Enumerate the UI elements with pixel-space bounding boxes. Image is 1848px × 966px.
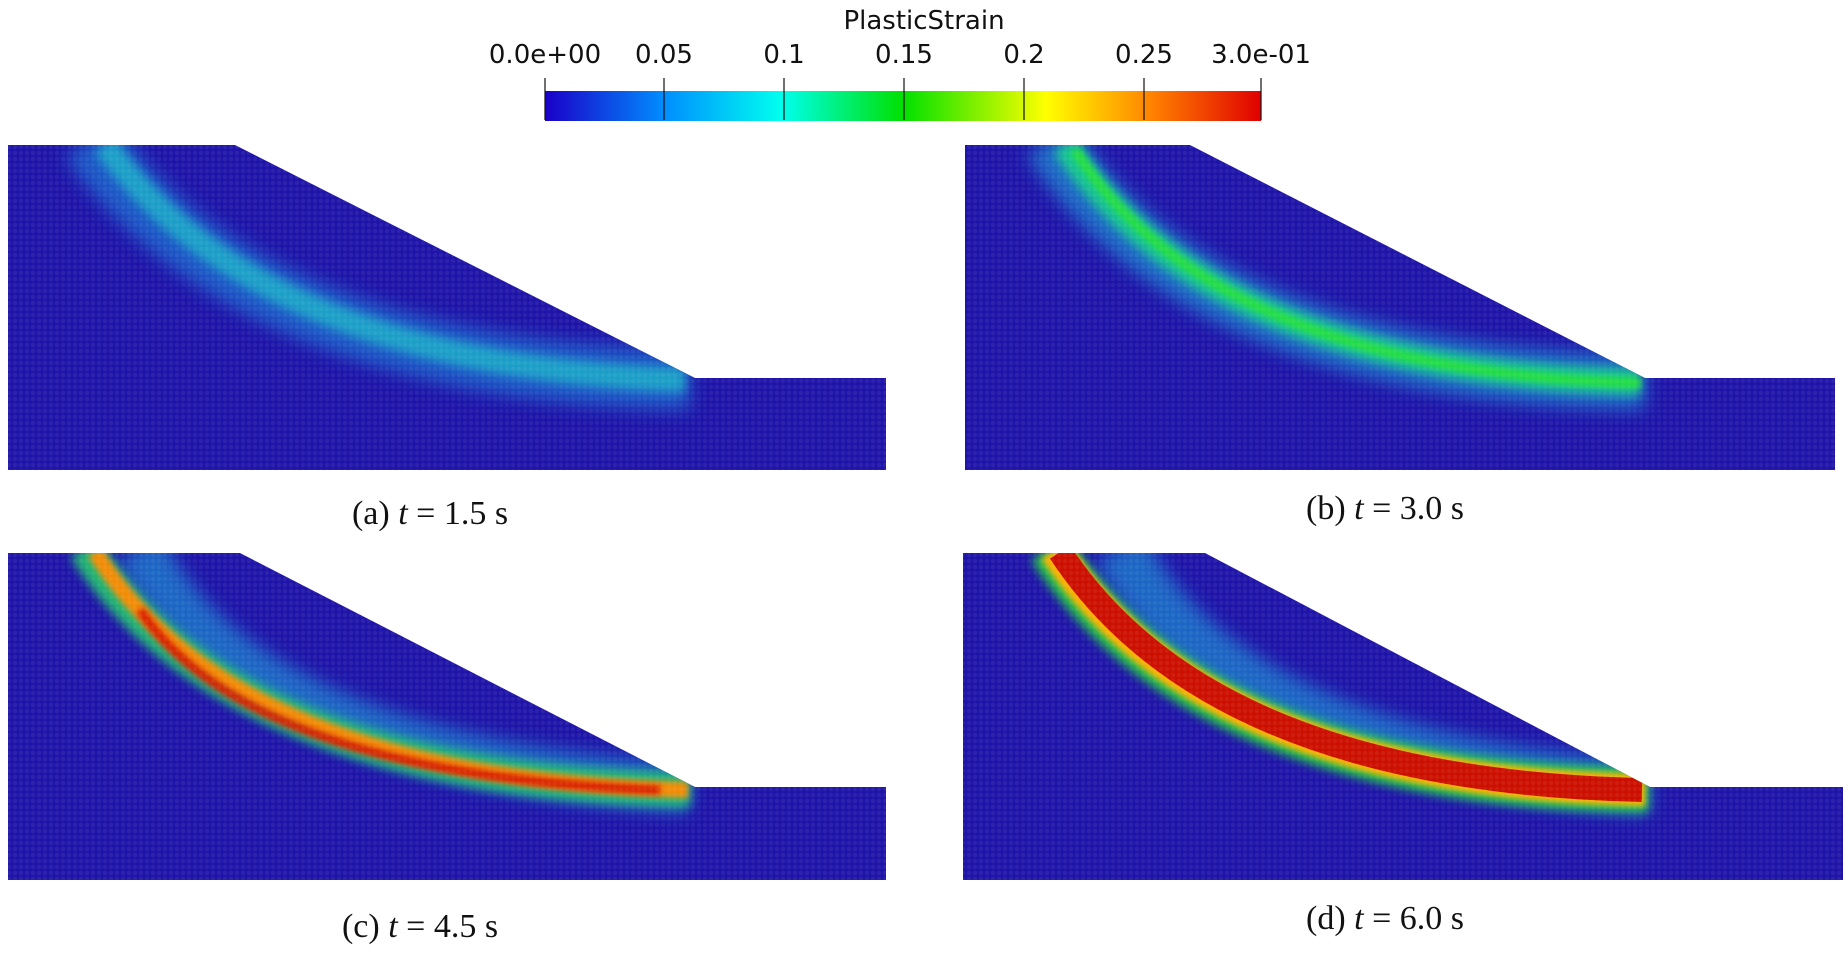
caption-d: (d) t = 6.0 s — [1305, 900, 1465, 937]
caption-c: (c) t = 4.5 s — [341, 908, 499, 945]
panel-c-slope — [8, 553, 886, 880]
colorbar-tick-label: 0.25 — [1115, 40, 1173, 70]
colorbar-tick-label: 0.15 — [875, 40, 933, 70]
caption-a: (a) t = 1.5 s — [351, 495, 509, 532]
colorbar-tick-label: 0.1 — [763, 40, 805, 70]
panel-a-slope — [8, 145, 886, 470]
colorbar-tick-label: 3.0e-01 — [1211, 40, 1311, 70]
panel-b-slope — [965, 145, 1835, 470]
panel-d-slope — [963, 553, 1843, 880]
colorbar-tick-label: 0.05 — [635, 40, 693, 70]
caption-b: (b) t = 3.0 s — [1305, 490, 1465, 527]
colorbar-title: PlasticStrain — [843, 6, 1005, 36]
colorbar — [545, 91, 1261, 121]
colorbar-tick-label: 0.2 — [1003, 40, 1045, 70]
colorbar-tick-label: 0.0e+00 — [488, 40, 602, 70]
colorbar-ticks — [544, 78, 1262, 120]
